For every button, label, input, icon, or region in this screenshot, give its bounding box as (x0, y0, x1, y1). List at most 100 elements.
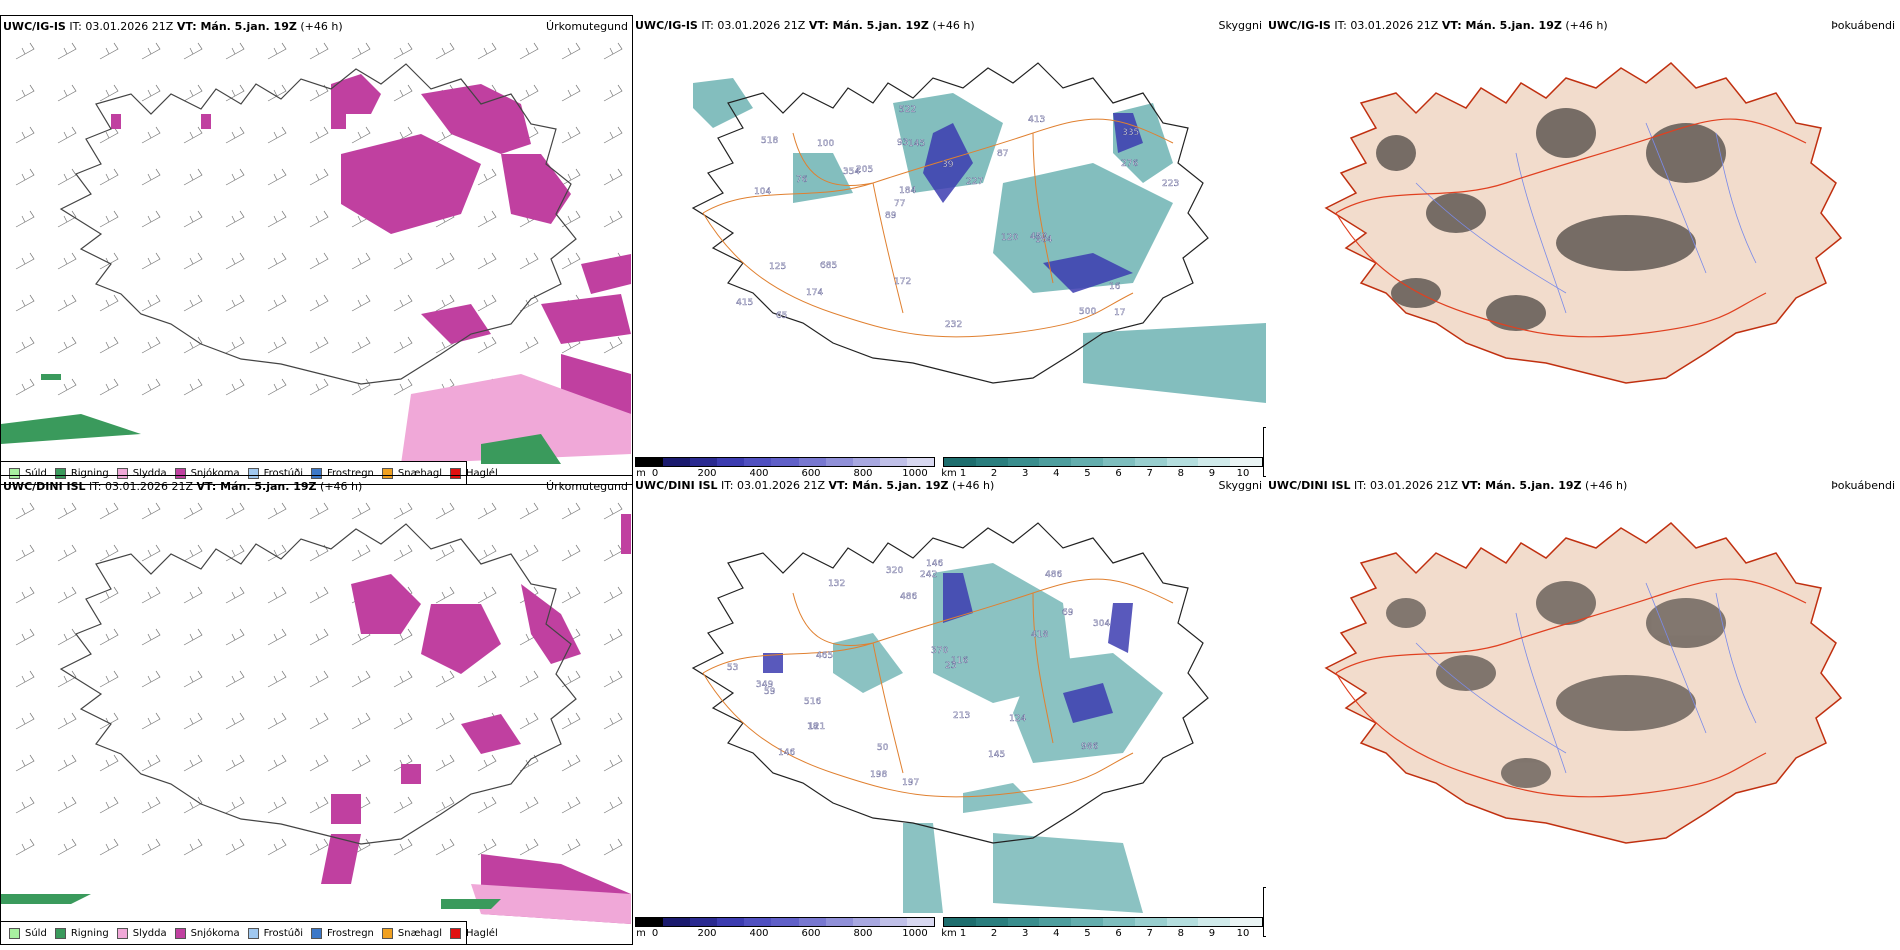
wind-barb (57, 628, 77, 646)
wind-barb (225, 378, 245, 396)
wind-barb (183, 502, 203, 520)
wind-barb (477, 838, 497, 856)
cloud-base-label: 522 (899, 105, 916, 115)
colorbar-swatch (944, 458, 976, 466)
wind-barb (15, 838, 35, 856)
colorbar-swatch (975, 458, 1008, 466)
wind-barb (561, 502, 581, 520)
colorbar-tick: 7 (1146, 928, 1153, 939)
cloud-base-label: 120 (1001, 233, 1018, 243)
wind-barb (15, 42, 35, 60)
colorbar-tick: 9 (1208, 468, 1216, 479)
cloud-base-label: 23 (945, 661, 956, 671)
wind-barb (57, 210, 77, 228)
legend-item: Haglél (450, 467, 498, 479)
wind-barb (267, 544, 287, 562)
cloud-base-label: 415 (736, 298, 753, 308)
panel-header: UWC/DINI ISL IT: 03.01.2026 21Z VT: Mán.… (1268, 479, 1895, 493)
wind-barb (141, 670, 161, 688)
wind-barb (267, 252, 287, 270)
fog-areas (833, 563, 1163, 913)
colorbar-tick: 3 (1022, 928, 1029, 939)
wind-barb (183, 754, 203, 772)
colorbar-tick: 1 (959, 928, 967, 939)
cloud-base-label: 516 (804, 697, 821, 707)
wind-barb (99, 796, 119, 814)
wind-barb (393, 42, 413, 60)
rain-areas (1, 374, 561, 464)
wind-barb (519, 544, 539, 562)
valid-time: VT: Mán. 5.jan. 19Z (196, 480, 317, 493)
colorbar-swatch (825, 918, 853, 926)
fog-key: 060 (1263, 427, 1266, 477)
wind-barb (15, 628, 35, 646)
legend-swatch (311, 467, 322, 479)
legend-label: Snjókoma (190, 927, 240, 939)
wind-barb (561, 42, 581, 60)
rivers (1415, 582, 1757, 774)
colorbar-swatch (744, 918, 772, 926)
valid-time: VT: Mán. 5.jan. 19Z (176, 20, 297, 33)
wind-barb (561, 168, 581, 186)
wind-barb (477, 42, 497, 60)
wind-barb (183, 252, 203, 270)
wind-barb (393, 84, 413, 102)
cloud-base-label: 145 (988, 750, 1005, 760)
model-name: UWC/DINI ISL (3, 480, 86, 493)
wind-barb (57, 838, 77, 856)
wind-barb (99, 838, 119, 856)
wind-barb (351, 712, 371, 730)
colorbar-unit: km (941, 468, 957, 479)
cloud-base-label: 486 (1045, 570, 1062, 580)
model-name: UWC/IG-IS (1268, 19, 1331, 32)
wind-barb (267, 84, 287, 102)
wind-barb (183, 712, 203, 730)
legend-item: Súld (9, 467, 47, 479)
wind-barb (141, 544, 161, 562)
wind-barb (393, 838, 413, 856)
row1-precip-panel: UWC/IG-IS IT: 03.01.2026 21Z VT: Mán. 5.… (0, 15, 633, 485)
wind-barb (603, 336, 623, 354)
wind-barb (477, 336, 497, 354)
wind-barb (57, 126, 77, 144)
colorbar-swatch (906, 458, 935, 466)
wind-barb (351, 126, 371, 144)
cloud-base-label: 354 (843, 167, 860, 177)
depth-colorbar: m 0 200 400 600 800 1000 (635, 917, 935, 941)
colorbar-tick: 400 (749, 468, 769, 479)
wind-barb (225, 628, 245, 646)
colorbar-swatch (1198, 918, 1231, 926)
wind-barb (519, 84, 539, 102)
wind-barb (141, 42, 161, 60)
wind-barb (309, 210, 329, 228)
wind-barb (99, 294, 119, 312)
rain-areas (1, 894, 501, 909)
wind-barb (603, 544, 623, 562)
rivers (1415, 122, 1757, 314)
wind-barb (267, 210, 287, 228)
legend-item: Slydda (116, 467, 167, 479)
wind-barb (57, 544, 77, 562)
wind-barb (477, 252, 497, 270)
wind-barb (435, 796, 455, 814)
wind-barb (519, 838, 539, 856)
wind-barb (393, 544, 413, 562)
colorbar-swatch (1166, 458, 1199, 466)
wind-barb (519, 42, 539, 60)
wind-barb (99, 378, 119, 396)
wind-barb (15, 252, 35, 270)
wind-barb (225, 754, 245, 772)
legend-item: Snæhagl (381, 927, 442, 939)
legend-swatch (116, 467, 128, 479)
wind-barb (561, 754, 581, 772)
iceland-outline (59, 523, 577, 845)
wind-barb (183, 210, 203, 228)
init-time: IT: 03.01.2026 21Z (1334, 19, 1439, 32)
colorbar-tick: 2 (990, 468, 998, 479)
cloud-base-label: 205 (856, 165, 873, 175)
cloud-base-label: 320 (886, 566, 903, 576)
legend-label: Frostúði (263, 927, 303, 939)
colorbar-swatch (1230, 918, 1262, 926)
colorbar-swatch (825, 458, 853, 466)
visibility-colorbar: km 1 2 3 4 5 6 7 8 9 10 (941, 917, 1263, 941)
